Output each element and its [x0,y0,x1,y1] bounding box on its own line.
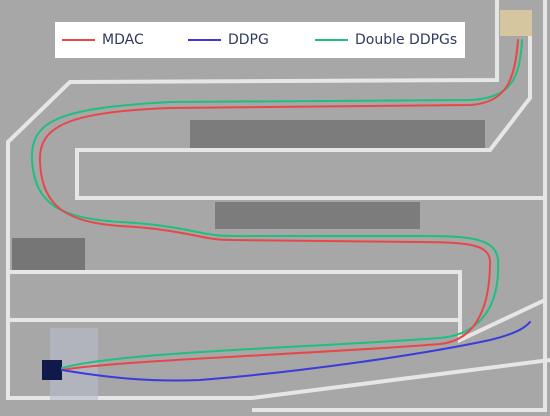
goal [500,10,532,36]
obstacle [215,202,420,229]
trajectory [38,39,519,371]
bottom-wall [252,300,547,412]
start-agent [42,360,62,380]
legend-label: MDAC [102,32,144,48]
legend-label: DDPG [228,32,269,48]
trajectory [61,321,531,382]
outer-wall [6,0,550,400]
obstacle [190,120,485,148]
legend-label: Double DDPGs [355,32,457,48]
legend-box [55,22,465,58]
trajectory [30,39,523,369]
obstacle [12,238,85,270]
right-wall [10,198,547,344]
